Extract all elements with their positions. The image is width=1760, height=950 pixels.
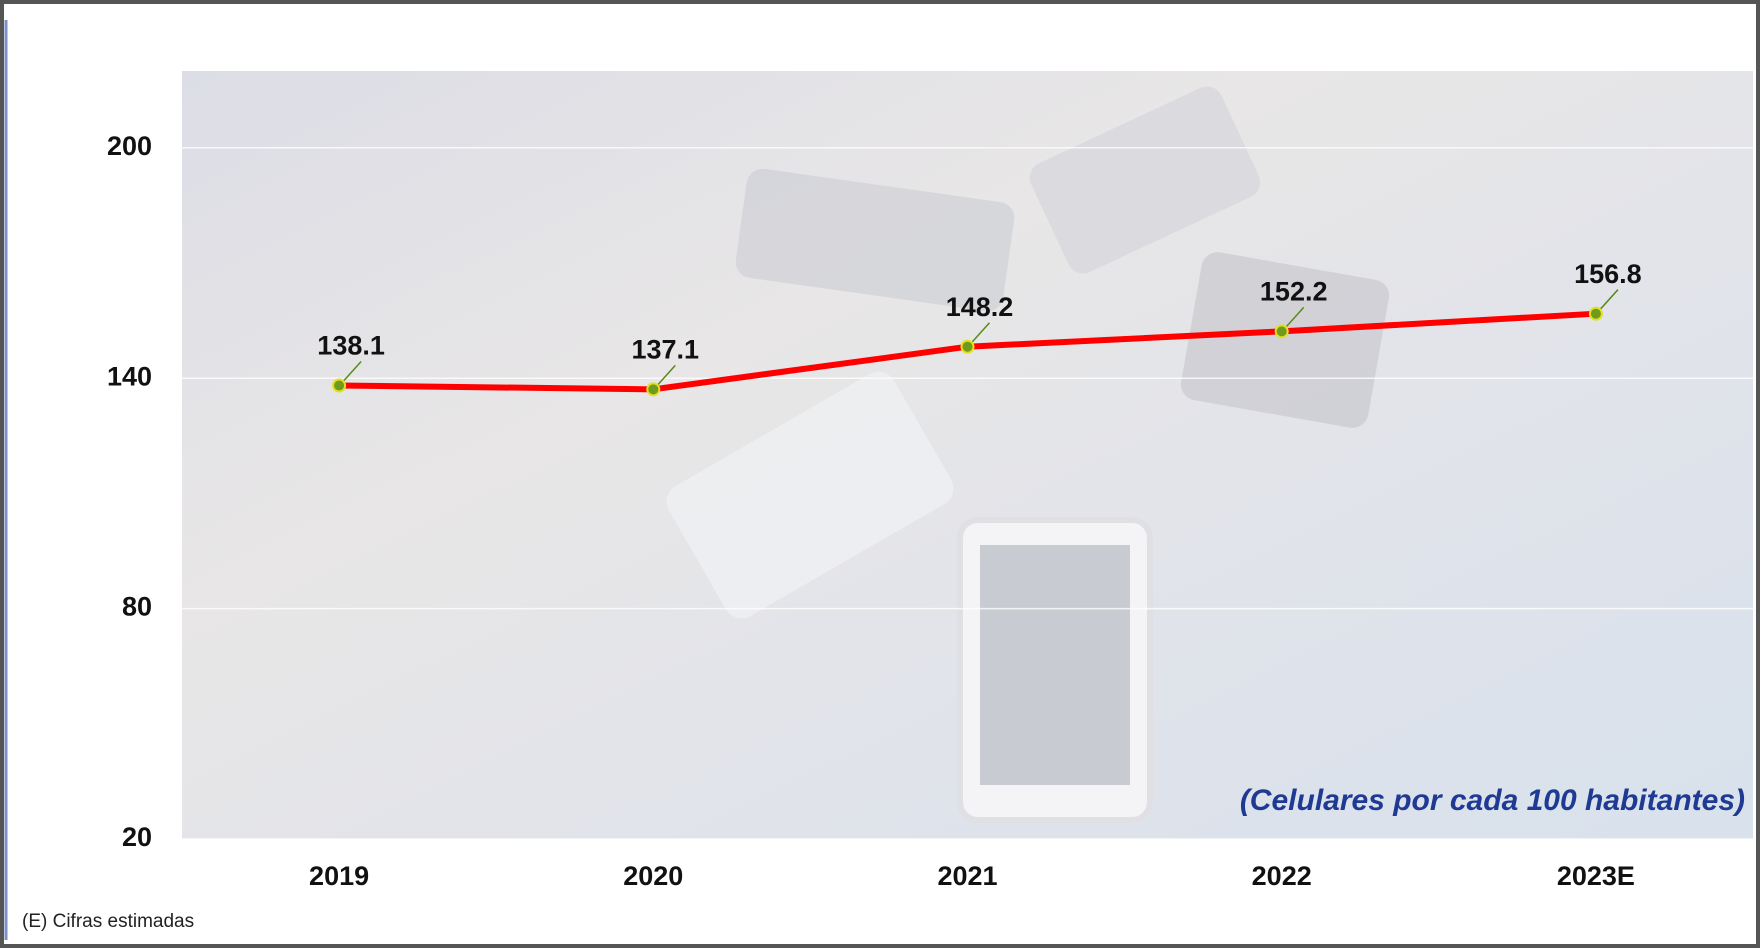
marker (960, 339, 975, 354)
x-tick-label: 2019 (309, 861, 369, 891)
leader-line (1599, 289, 1619, 311)
data-label: 152.2 (1260, 276, 1328, 306)
y-tick-label: 140 (107, 361, 152, 391)
y-tick-label: 20 (122, 822, 152, 852)
x-tick-label: 2022 (1252, 861, 1312, 891)
annotation: (Celulares por cada 100 habitantes) (1240, 784, 1745, 817)
phone-shape (980, 545, 1130, 785)
marker (332, 378, 347, 393)
phone-shape (735, 168, 1015, 312)
leader-line (1285, 306, 1305, 328)
x-tick-label: 2021 (937, 861, 997, 891)
marker (1274, 324, 1289, 339)
data-label: 137.1 (632, 334, 700, 364)
leader-line (970, 322, 991, 344)
marker (646, 382, 661, 397)
footnote: (E) Cifras estimadas (22, 911, 194, 932)
x-tick-label: 2023E (1557, 861, 1635, 891)
data-label: 148.2 (946, 292, 1014, 322)
phone-shape (666, 371, 954, 619)
phone-shape (1029, 86, 1261, 274)
y-tick-label: 200 (107, 131, 152, 161)
y-tick-label: 80 (122, 592, 152, 622)
phone-shape (1180, 252, 1390, 428)
data-label: 138.1 (317, 331, 385, 361)
leader-line (342, 360, 362, 382)
x-tick-label: 2020 (623, 861, 683, 891)
data-label: 156.8 (1574, 259, 1642, 289)
leader-line (656, 364, 676, 386)
marker (1588, 306, 1603, 321)
